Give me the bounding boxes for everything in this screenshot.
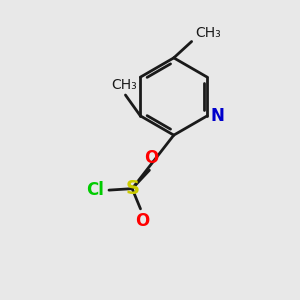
Text: N: N — [211, 107, 225, 125]
Text: O: O — [144, 149, 158, 167]
Text: Cl: Cl — [86, 181, 104, 199]
Text: CH₃: CH₃ — [111, 78, 137, 92]
Text: O: O — [135, 212, 149, 230]
Text: CH₃: CH₃ — [195, 26, 221, 40]
Text: S: S — [125, 179, 139, 198]
